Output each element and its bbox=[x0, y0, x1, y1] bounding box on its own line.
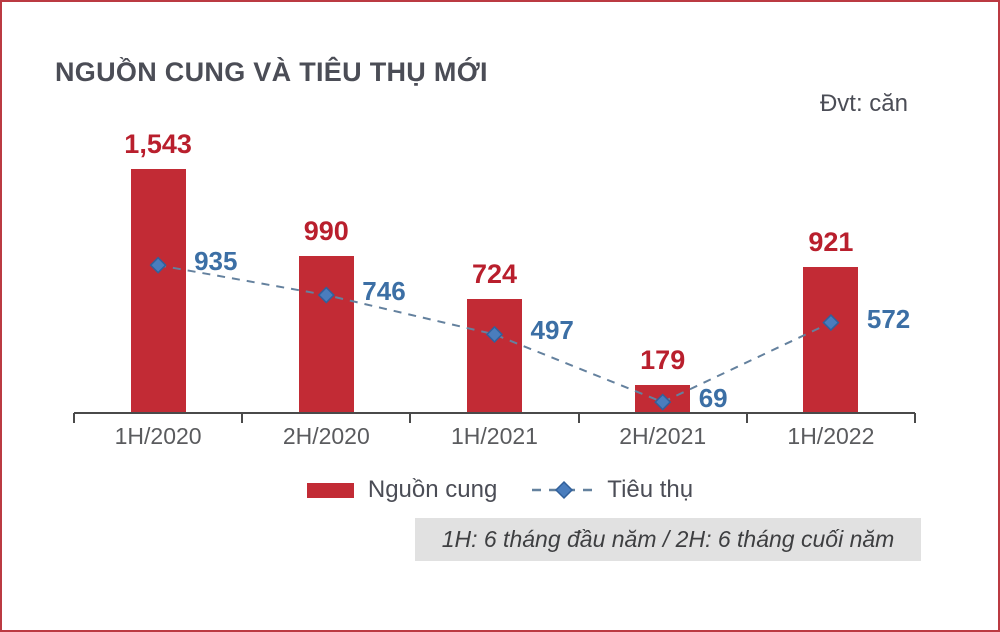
legend-diamond-icon bbox=[555, 480, 574, 500]
x-axis-label: 1H/2020 bbox=[114, 423, 202, 449]
legend-bar-swatch bbox=[306, 482, 354, 498]
line-value-label: 69 bbox=[698, 383, 728, 414]
bar bbox=[130, 169, 186, 413]
unit-label: Đvt: căn bbox=[819, 90, 908, 117]
legend-bar-label: Nguồn cung bbox=[367, 476, 498, 503]
x-axis-tick bbox=[241, 413, 244, 423]
x-axis-tick bbox=[409, 413, 412, 423]
line-value-label: 935 bbox=[194, 246, 238, 277]
line-value-label: 746 bbox=[362, 276, 406, 307]
bar-value-label: 179 bbox=[640, 344, 686, 375]
x-axis-line bbox=[74, 412, 915, 414]
chart-title: NGUỒN CUNG VÀ TIÊU THỤ MỚI bbox=[55, 57, 488, 87]
x-axis-label: 2H/2020 bbox=[282, 423, 370, 449]
bar bbox=[803, 267, 859, 413]
bar-value-label: 990 bbox=[303, 216, 349, 247]
legend: Nguồn cung Tiêu thụ bbox=[2, 473, 998, 507]
x-axis-tick bbox=[914, 413, 916, 423]
bar-value-label: 724 bbox=[471, 258, 518, 289]
bar-value-label: 921 bbox=[808, 227, 854, 258]
x-axis-tick bbox=[73, 413, 75, 423]
legend-line-marker bbox=[531, 479, 597, 501]
x-axis-label: 1H/2022 bbox=[787, 423, 875, 449]
x-axis-tick bbox=[577, 413, 580, 423]
x-axis-label: 2H/2021 bbox=[619, 423, 707, 449]
line-value-label: 572 bbox=[866, 303, 911, 334]
bar bbox=[467, 298, 522, 413]
legend-line-label: Tiêu thụ bbox=[607, 476, 694, 503]
footnote: 1H: 6 tháng đầu năm / 2H: 6 tháng cuối n… bbox=[415, 518, 921, 561]
x-axis-label: 1H/2021 bbox=[451, 423, 538, 449]
bar-value-label: 1,543 bbox=[124, 129, 192, 160]
line-value-label: 497 bbox=[530, 315, 574, 346]
bar bbox=[298, 256, 354, 413]
x-axis-tick bbox=[745, 413, 748, 423]
bar bbox=[635, 384, 691, 413]
